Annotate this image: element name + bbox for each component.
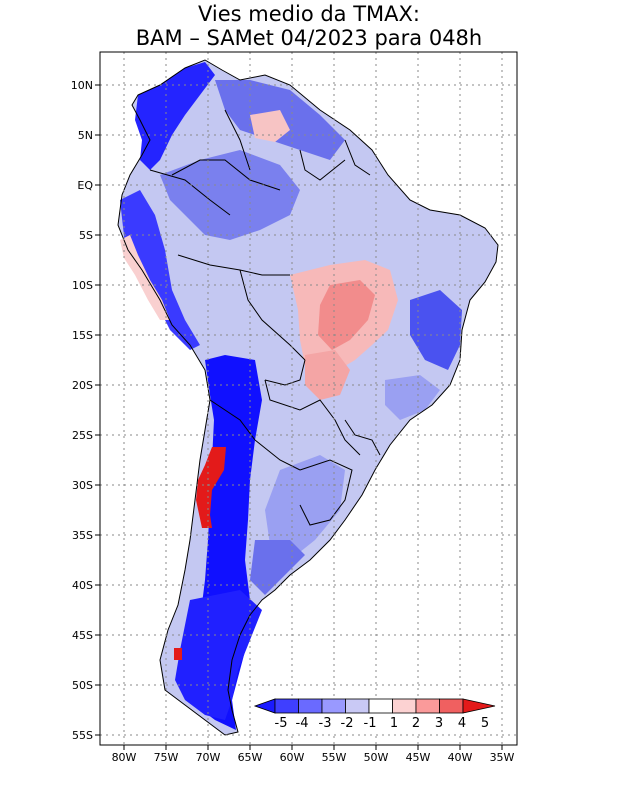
x-tick-label: 65W (238, 751, 263, 764)
colorbar-label: 2 (412, 716, 420, 731)
colorbar-segment (274, 698, 299, 714)
bias-region-strong-negative-north (135, 62, 215, 170)
colorbar-segment (345, 698, 370, 714)
country-borders (117, 59, 499, 736)
bias-region-negative-andes-north (120, 190, 200, 350)
colorbar-segment (415, 698, 440, 714)
bias-region-negative-amazon (160, 150, 300, 240)
bias-region-positive-central-core (318, 280, 375, 350)
colorbar-label: -3 (319, 716, 332, 731)
colorbar: -5 -4 -3 -2 -1 1 2 3 4 5 (253, 698, 496, 732)
y-tick-label: 20S (72, 379, 93, 392)
y-tick-label: 5S (79, 229, 93, 242)
y-tick-label: EQ (77, 179, 93, 192)
y-tick-label: 45S (72, 629, 93, 642)
y-tick-label: 10N (71, 79, 93, 92)
colorbar-label: -1 (364, 716, 377, 731)
x-tick-label: 60W (280, 751, 305, 764)
bias-region-negative-east-brazil (410, 290, 462, 370)
y-tick-label: 15S (72, 329, 93, 342)
colorbar-label: 4 (458, 716, 466, 731)
bias-region-positive-patagonia-fjord (174, 648, 182, 660)
bias-region-positive-north (250, 110, 290, 142)
y-tick-label: 5N (78, 129, 93, 142)
colorbar-label: -2 (341, 716, 354, 731)
y-tick-label: 35S (72, 529, 93, 542)
colorbar-segment (392, 698, 417, 714)
colorbar-labels: -5 -4 -3 -2 -1 1 2 3 4 5 (275, 716, 490, 731)
grid-lines (100, 52, 517, 745)
y-tick-label: 55S (72, 729, 93, 742)
y-tick-label: 25S (72, 429, 93, 442)
chart-title-line2: BAM – SAMet 04/2023 para 048h (135, 26, 483, 50)
tick-marks (95, 84, 503, 750)
bias-region-negative-pampas (265, 455, 345, 560)
y-tick-label: 10S (72, 279, 93, 292)
colorbar-label: -5 (275, 716, 288, 731)
chart-title-line1: Vies medio da TMAX: (198, 2, 420, 26)
colorbar-segment (439, 698, 464, 714)
x-tick-label: 50W (364, 751, 389, 764)
plot-frame (99, 51, 518, 746)
x-tick-label: 40W (448, 751, 473, 764)
map-layer (118, 60, 498, 735)
colorbar-segment (298, 698, 323, 714)
colorbar-arrow-right (462, 698, 496, 714)
x-tick-label: 35W (490, 751, 515, 764)
x-tick-label: 80W (112, 751, 137, 764)
colorbar-label: -4 (296, 716, 309, 731)
bias-region-positive-pantanal (305, 350, 350, 400)
y-tick-label: 30S (72, 479, 93, 492)
colorbar-label: 1 (390, 716, 398, 731)
y-tick-label: 40S (72, 579, 93, 592)
colorbar-segment (321, 698, 346, 714)
colorbar-label: 5 (481, 716, 489, 731)
colorbar-label: 3 (435, 716, 443, 731)
bias-region-positive-chile-strip (196, 447, 226, 528)
x-tick-label: 70W (196, 751, 221, 764)
x-tick-label: 75W (154, 751, 179, 764)
bias-region-negative-patagonia (250, 540, 305, 595)
bias-region-negative-southeast (385, 375, 440, 420)
x-tick-label: 55W (322, 751, 347, 764)
y-tick-labels: 10N 5N EQ 5S 10S 15S 20S 25S 30S 35S 40S… (71, 79, 94, 742)
y-tick-label: 50S (72, 679, 93, 692)
x-tick-label: 45W (406, 751, 431, 764)
colorbar-segment (368, 698, 393, 714)
bias-region-strong-negative-patagonia-south (175, 590, 262, 720)
x-tick-labels: 80W 75W 70W 65W 60W 55W 50W 45W 40W 35W (112, 751, 515, 764)
